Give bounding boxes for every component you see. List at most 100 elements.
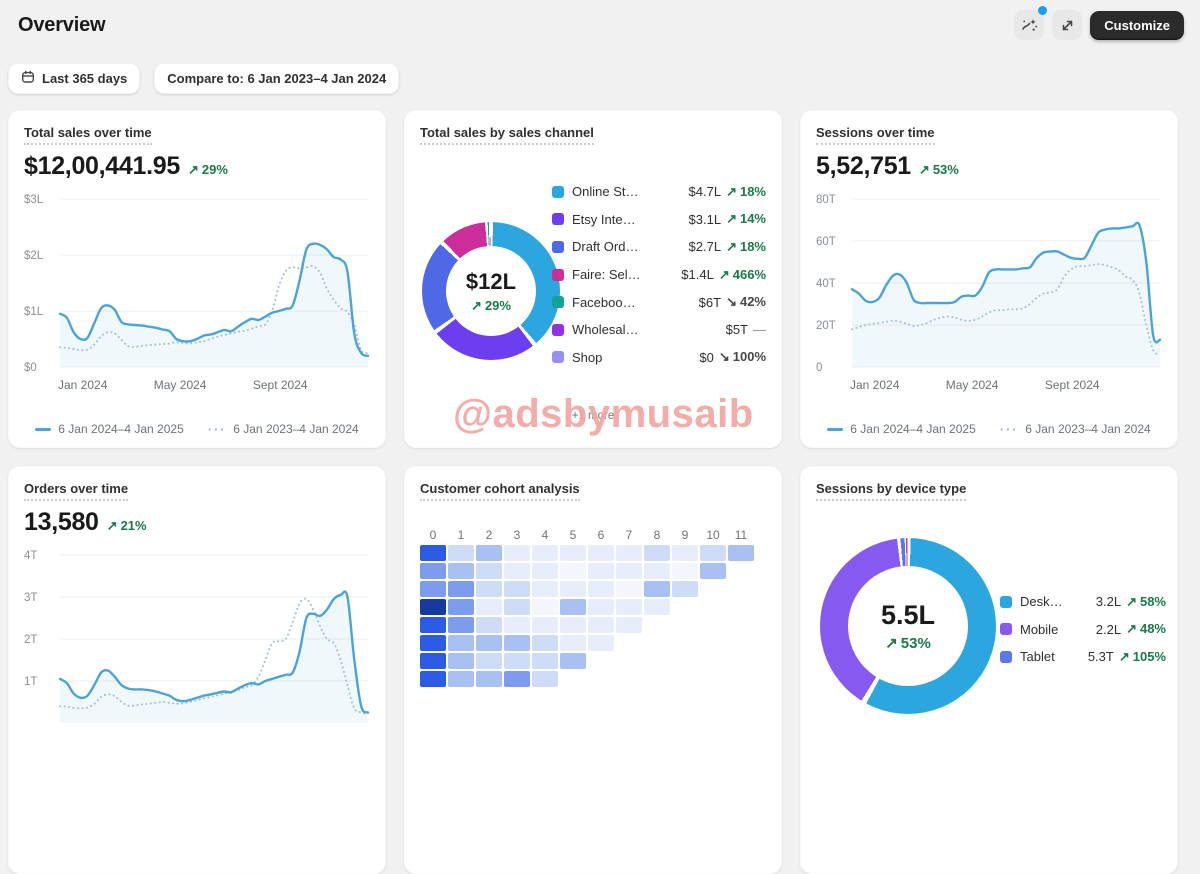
metric-value: 5,52,751	[816, 152, 911, 180]
compare-to-label: Compare to: 6 Jan 2023–4 Jan 2024	[167, 71, 387, 86]
sparkle-chart-icon	[1021, 17, 1038, 34]
card-title-orders[interactable]: Orders over time	[24, 481, 129, 501]
heatmap-cell	[700, 617, 726, 633]
down-arrow-icon: ↘	[726, 294, 737, 310]
card-sessions-by-device: Sessions by device type 5.5L ↗ 53% Desk… 3…	[800, 466, 1178, 874]
legend-delta: ↗ 48%	[1126, 621, 1166, 637]
heatmap-cell	[504, 581, 530, 597]
heatmap-cell	[616, 545, 642, 561]
card-title-sales-channel[interactable]: Total sales by sales channel	[420, 125, 594, 145]
fullscreen-button[interactable]	[1052, 10, 1083, 40]
heatmap-cell	[672, 671, 698, 687]
donut-center-value: 5.5L	[880, 600, 936, 630]
heatmap-cell	[560, 635, 586, 651]
delta-percent: 53%	[932, 162, 959, 177]
date-range-button[interactable]: Last 365 days	[8, 63, 141, 94]
legend-current-period: 6 Jan 2024–4 Jan 2025	[35, 422, 184, 436]
card-title-device[interactable]: Sessions by device type	[816, 481, 967, 501]
heatmap-cell	[532, 671, 558, 687]
legend-swatch	[1000, 623, 1012, 636]
up-arrow-icon: ↗	[1118, 648, 1130, 664]
svg-text:Jan 2024: Jan 2024	[850, 378, 900, 392]
heatmap-cell	[448, 617, 474, 633]
heatmap-cell	[588, 545, 614, 561]
delta-percent: 53%	[900, 635, 931, 652]
heatmap-cell	[700, 545, 726, 561]
card-title-total-sales[interactable]: Total sales over time	[24, 125, 152, 145]
heatmap-cell	[420, 635, 446, 651]
sales-channel-donut-chart: $12L ↗ 29%	[422, 222, 560, 360]
card-title-sessions[interactable]: Sessions over time	[816, 125, 935, 145]
heatmap-cell	[560, 581, 586, 597]
heatmap-cell	[728, 545, 754, 561]
legend-item: Draft Ord… $2.7L ↗ 18%	[552, 233, 766, 261]
compare-to-button[interactable]: Compare to: 6 Jan 2023–4 Jan 2024	[154, 63, 400, 94]
dotted-line-swatch: ···	[207, 420, 227, 437]
device-legend: Desk… 3.2L ↗ 58% Mobile 2.2L ↗ 48% Tablet 5.3T ↗ 10…	[1000, 588, 1166, 671]
metric-total-sales: $12,00,441.95 ↗ 29%	[24, 152, 370, 181]
heatmap-cell	[448, 599, 474, 615]
heatmap-column-header: 5	[569, 528, 577, 542]
svg-text:1T: 1T	[24, 676, 37, 688]
heatmap-cell	[728, 563, 754, 579]
legend-item: Online St… $4.7L ↗ 18%	[552, 178, 766, 206]
heatmap-cell	[700, 599, 726, 615]
donut-center: $12L ↗ 29%	[422, 222, 560, 360]
svg-text:2T: 2T	[24, 634, 37, 646]
legend-label: Desk…	[1020, 594, 1063, 610]
svg-text:May 2024: May 2024	[154, 378, 207, 392]
down-arrow-icon: ↘	[718, 349, 730, 365]
card-title-cohort[interactable]: Customer cohort analysis	[420, 481, 580, 501]
heatmap-cell	[448, 671, 474, 687]
heatmap-cell	[476, 581, 502, 597]
heatmap-cells	[420, 545, 766, 687]
legend-value: 5.3T	[1087, 649, 1114, 665]
heatmap-column-header: 6	[597, 528, 605, 542]
dashboard-grid: Total sales over time $12,00,441.95 ↗ 29%…	[8, 110, 1192, 874]
heatmap-cell	[644, 581, 670, 597]
donut-center-value: $12L	[465, 268, 517, 294]
legend-item: Faceboo… $6T ↘ 42%	[552, 288, 766, 316]
metric-orders: 13,580 ↗ 21%	[24, 508, 370, 537]
heatmap-cell	[672, 617, 698, 633]
heatmap-cell	[560, 563, 586, 579]
customize-button[interactable]: Customize	[1090, 10, 1184, 40]
heatmap-cell	[504, 545, 530, 561]
heatmap-cell	[504, 563, 530, 579]
up-arrow-icon: ↗	[106, 518, 118, 533]
legend-more-link[interactable]: +1 more	[571, 410, 615, 422]
legend-swatch	[552, 351, 564, 364]
heatmap-cell	[728, 581, 754, 597]
svg-text:$3L: $3L	[24, 194, 44, 206]
legend-swatch	[1000, 650, 1012, 663]
heatmap-cell	[420, 599, 446, 615]
analytics-assistant-button[interactable]	[1014, 6, 1048, 40]
heatmap-cell	[560, 653, 586, 669]
heatmap-cell	[728, 617, 754, 633]
heatmap-cell	[644, 545, 670, 561]
legend-label: Faire: Sel…	[572, 267, 641, 283]
delta-percent: 29%	[201, 162, 228, 177]
metric-sessions: 5,52,751 ↗ 53%	[816, 152, 1162, 181]
metric-delta: ↗ 21%	[107, 518, 147, 534]
legend-value: 2.2L	[1095, 621, 1122, 637]
heatmap-cell	[532, 653, 558, 669]
donut-hole	[446, 246, 536, 336]
total-sales-line-chart: $3L $2L $1L $0 Jan 2024 May 2024 Sept 2024	[24, 185, 370, 398]
heatmap-column-header: 10	[706, 528, 720, 542]
heatmap-cell	[532, 599, 558, 615]
heatmap-cell	[504, 671, 530, 687]
heatmap-cell	[700, 653, 726, 669]
heatmap-cell	[644, 653, 670, 669]
svg-text:$0: $0	[24, 362, 37, 374]
delta-percent: 466%	[732, 266, 766, 282]
heatmap-cell	[420, 545, 446, 561]
legend-swatch	[1000, 595, 1012, 608]
heatmap-cell	[700, 581, 726, 597]
expand-arrows-icon	[1060, 18, 1075, 33]
device-donut-chart: 5.5L ↗ 53%	[820, 538, 996, 714]
heatmap-column-header: 1	[457, 528, 465, 542]
heatmap-cell	[616, 581, 642, 597]
heatmap-cell	[588, 581, 614, 597]
card-sessions-over-time: Sessions over time 5,52,751 ↗ 53% 80T 60T 4…	[800, 110, 1178, 448]
